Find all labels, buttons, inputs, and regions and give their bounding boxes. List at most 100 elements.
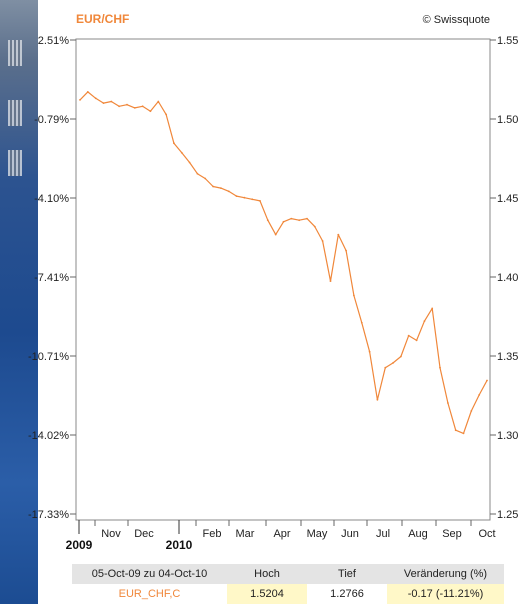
data-point: [431, 307, 434, 310]
data-point: [141, 105, 144, 108]
x-tick-label: Apr: [273, 528, 290, 540]
data-point: [126, 103, 128, 106]
x-tick-label: Oct: [478, 528, 495, 540]
stats-table: 05-Oct-09 zu 04-Oct-10 Hoch Tief Verände…: [72, 564, 504, 604]
x-year-tick-label: 2009: [66, 538, 93, 552]
left-tick-label: -0.79%: [34, 114, 69, 126]
x-tick-label: Feb: [203, 528, 222, 540]
data-point: [220, 187, 222, 190]
stats-high-value: 1.5204: [227, 584, 307, 604]
right-tick-label: 1.55: [497, 35, 518, 47]
data-point: [110, 100, 113, 103]
stats-header-change: Veränderung (%): [387, 564, 504, 584]
right-tick-label: 1.35: [497, 351, 518, 363]
series-layer: [79, 91, 488, 435]
data-point: [329, 280, 332, 282]
data-point: [306, 217, 308, 220]
stats-row: EUR_CHF,C 1.5204 1.2766 -0.17 (-11.21%): [72, 584, 504, 604]
x-tick-label: Nov: [101, 528, 121, 540]
x-tick-label: Mar: [236, 528, 255, 540]
x-tick-label: Aug: [408, 528, 428, 540]
left-axis: 2.51% -0.79% -4.10% -7.41% -10.71% -14.02% -17…: [28, 35, 76, 521]
data-point: [251, 198, 254, 201]
data-point: [290, 217, 293, 220]
background-stripe: [8, 40, 22, 66]
x-year-tick-label: 2010: [166, 538, 193, 552]
data-point: [266, 219, 269, 222]
data-point: [298, 219, 301, 222]
right-tick-label: 1.30: [497, 430, 518, 442]
data-point: [321, 240, 324, 242]
data-point: [196, 172, 199, 175]
stats-series-name: EUR_CHF,C: [72, 584, 227, 604]
data-point: [227, 190, 230, 193]
data-point: [235, 195, 238, 198]
background-stripe: [8, 150, 22, 176]
data-point: [360, 321, 363, 324]
data-point: [407, 334, 410, 337]
stats-header-period: 05-Oct-09 zu 04-Oct-10: [72, 564, 227, 584]
stats-header-low: Tief: [307, 564, 387, 584]
plot-frame: [75, 38, 491, 521]
data-point: [376, 398, 379, 401]
data-point: [149, 110, 152, 113]
data-point: [345, 249, 347, 252]
data-point: [86, 91, 89, 93]
data-point: [173, 142, 175, 145]
right-axis: 1.55 1.50 1.45 1.40 1.35 1.30 1.25: [490, 35, 518, 521]
data-point: [462, 432, 465, 435]
right-tick-label: 1.45: [497, 193, 518, 205]
background-image: [0, 0, 38, 604]
data-point: [259, 200, 261, 202]
data-point: [313, 225, 316, 228]
data-point: [337, 233, 340, 236]
data-point: [133, 107, 136, 109]
left-tick-label: -4.10%: [34, 193, 69, 205]
data-point: [94, 97, 97, 100]
x-tick-label: Jul: [376, 528, 390, 540]
data-point: [212, 185, 215, 188]
right-tick-label: 1.40: [497, 272, 518, 284]
data-point: [368, 350, 371, 353]
line-chart: EUR/CHF © Swissquote 2.51% -0.79% -4.10% -7…: [28, 12, 518, 552]
stats-header-high: Hoch: [227, 564, 307, 584]
data-point: [353, 294, 355, 297]
data-point: [439, 366, 441, 369]
left-tick-label: 2.51%: [38, 35, 69, 47]
data-point: [165, 113, 168, 116]
data-point: [180, 151, 183, 154]
x-tick-label: Dec: [134, 528, 154, 540]
data-point: [102, 102, 105, 104]
data-point: [392, 362, 394, 364]
x-axis: Nov Dec Feb Mar Apr May Jun Jul Aug Sep Oct 2009 201…: [66, 520, 496, 552]
x-tick-label: Sep: [442, 528, 462, 540]
right-tick-label: 1.50: [497, 114, 518, 126]
stats-header-row: 05-Oct-09 zu 04-Oct-10 Hoch Tief Verände…: [72, 564, 504, 584]
data-point: [188, 161, 191, 164]
background-stripe: [8, 100, 22, 126]
left-tick-label: -10.71%: [28, 351, 69, 363]
data-point: [274, 233, 277, 236]
data-point: [400, 355, 402, 358]
data-point: [470, 410, 473, 412]
data-point: [79, 99, 81, 101]
data-point: [118, 105, 120, 108]
data-point: [204, 177, 207, 180]
x-tick-label: Jun: [341, 528, 359, 540]
chart-title: EUR/CHF: [76, 12, 129, 26]
left-tick-label: -14.02%: [28, 430, 69, 442]
data-point: [447, 402, 449, 404]
data-point: [384, 366, 387, 369]
data-point: [486, 379, 488, 382]
stats-change-value: -0.17 (-11.21%): [387, 584, 504, 604]
stats-low-value: 1.2766: [307, 584, 387, 604]
chart-credit: © Swissquote: [423, 14, 490, 26]
left-tick-label: -7.41%: [34, 272, 69, 284]
data-point: [415, 339, 418, 342]
data-point: [282, 220, 285, 223]
left-tick-label: -17.33%: [28, 509, 69, 521]
x-tick-label: May: [307, 528, 328, 540]
data-point: [454, 429, 457, 432]
data-point: [478, 394, 481, 396]
data-point: [423, 320, 426, 323]
